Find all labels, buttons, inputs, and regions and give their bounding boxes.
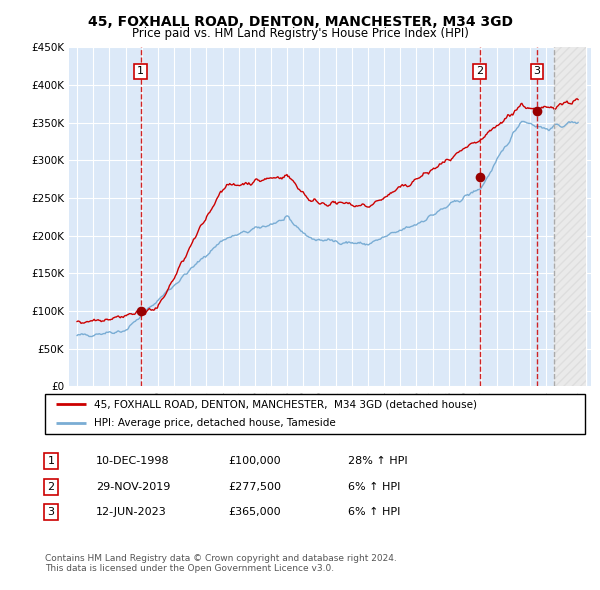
Text: 3: 3 [533,66,541,76]
Text: 12-JUN-2023: 12-JUN-2023 [96,507,167,517]
Text: 29-NOV-2019: 29-NOV-2019 [96,482,170,491]
Text: 45, FOXHALL ROAD, DENTON, MANCHESTER, M34 3GD: 45, FOXHALL ROAD, DENTON, MANCHESTER, M3… [88,15,512,30]
Text: 1: 1 [47,457,55,466]
Text: 6% ↑ HPI: 6% ↑ HPI [348,482,400,491]
Text: Contains HM Land Registry data © Crown copyright and database right 2024.
This d: Contains HM Land Registry data © Crown c… [45,554,397,573]
Text: £277,500: £277,500 [228,482,281,491]
Text: 10-DEC-1998: 10-DEC-1998 [96,457,170,466]
Text: 3: 3 [47,507,55,517]
Text: 1: 1 [137,66,144,76]
Text: 2: 2 [47,482,55,491]
Text: 6% ↑ HPI: 6% ↑ HPI [348,507,400,517]
Text: 2: 2 [476,66,483,76]
Text: Price paid vs. HM Land Registry's House Price Index (HPI): Price paid vs. HM Land Registry's House … [131,27,469,40]
Text: HPI: Average price, detached house, Tameside: HPI: Average price, detached house, Tame… [94,418,335,428]
Text: £100,000: £100,000 [228,457,281,466]
Text: £365,000: £365,000 [228,507,281,517]
Text: 45, FOXHALL ROAD, DENTON, MANCHESTER,  M34 3GD (detached house): 45, FOXHALL ROAD, DENTON, MANCHESTER, M3… [94,399,476,409]
FancyBboxPatch shape [45,394,585,434]
Text: 28% ↑ HPI: 28% ↑ HPI [348,457,407,466]
